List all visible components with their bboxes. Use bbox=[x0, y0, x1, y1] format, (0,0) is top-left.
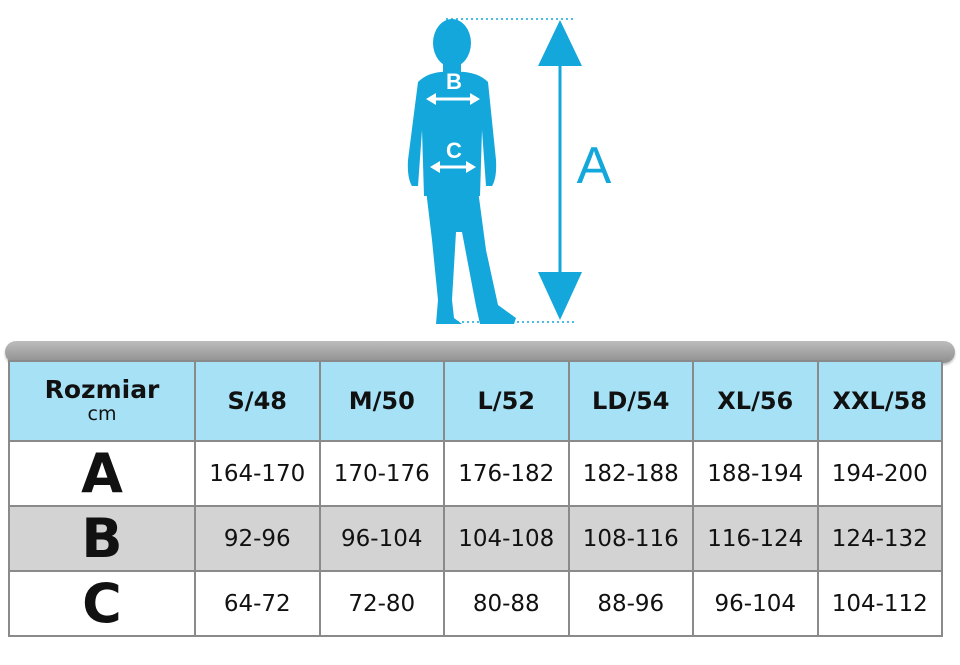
body-measurement-figure: B C A bbox=[407, 18, 612, 324]
table-cell: 96-104 bbox=[692, 570, 819, 637]
size-header: XL/56 bbox=[692, 360, 819, 442]
chest-label: B bbox=[446, 69, 462, 94]
waist-label: C bbox=[446, 138, 462, 163]
table-cell: 116-124 bbox=[692, 505, 819, 572]
table-cell: 104-112 bbox=[816, 570, 943, 637]
table-cell: 80-88 bbox=[443, 570, 570, 637]
table-cell: 176-182 bbox=[443, 440, 570, 507]
table-row: A 164-170 170-176 176-182 182-188 188-19… bbox=[8, 440, 943, 507]
corner-cell: Rozmiar cm bbox=[8, 360, 196, 442]
table-cell: 64-72 bbox=[194, 570, 321, 637]
height-label: A bbox=[577, 137, 612, 195]
row-key: C bbox=[8, 570, 196, 637]
size-title: Rozmiar bbox=[44, 374, 160, 404]
table-cell: 108-116 bbox=[567, 505, 694, 572]
row-key: A bbox=[8, 440, 196, 507]
table-cell: 194-200 bbox=[816, 440, 943, 507]
table-cell: 92-96 bbox=[194, 505, 321, 572]
table-cell: 96-104 bbox=[318, 505, 445, 572]
table-cell: 164-170 bbox=[194, 440, 321, 507]
size-header: M/50 bbox=[318, 360, 445, 442]
size-header: L/52 bbox=[443, 360, 570, 442]
table-cell: 188-194 bbox=[692, 440, 819, 507]
table-cell: 124-132 bbox=[816, 505, 943, 572]
table-cell: 72-80 bbox=[318, 570, 445, 637]
table-cell: 170-176 bbox=[318, 440, 445, 507]
table-top-bar bbox=[5, 341, 955, 363]
height-arrow bbox=[538, 20, 582, 320]
size-header: LD/54 bbox=[567, 360, 694, 442]
row-key: B bbox=[8, 505, 196, 572]
size-chart-table: Rozmiar cm S/48 M/50 L/52 LD/54 XL/56 XX… bbox=[8, 360, 943, 637]
chest-width-arrow bbox=[426, 93, 480, 105]
table-row: B 92-96 96-104 104-108 108-116 116-124 1… bbox=[8, 505, 943, 572]
table-cell: 182-188 bbox=[567, 440, 694, 507]
person-silhouette-icon bbox=[407, 19, 516, 324]
table-row: C 64-72 72-80 80-88 88-96 96-104 104-112 bbox=[8, 570, 943, 637]
header-row: Rozmiar cm S/48 M/50 L/52 LD/54 XL/56 XX… bbox=[8, 360, 943, 442]
size-header: S/48 bbox=[194, 360, 321, 442]
size-header: XXL/58 bbox=[816, 360, 943, 442]
unit-label: cm bbox=[87, 403, 117, 426]
table-cell: 88-96 bbox=[567, 570, 694, 637]
waist-width-arrow bbox=[430, 161, 476, 173]
table-cell: 104-108 bbox=[443, 505, 570, 572]
